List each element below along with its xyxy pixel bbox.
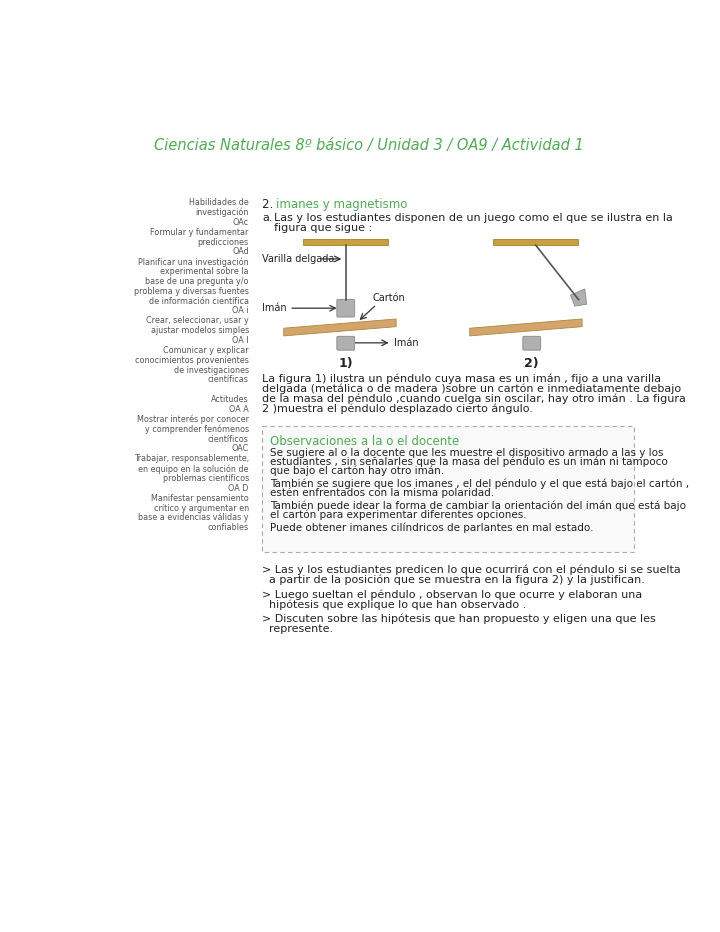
- Text: Imán: Imán: [394, 337, 418, 348]
- Text: conocimientos provenientes: conocimientos provenientes: [135, 356, 249, 364]
- Text: problema y diversas fuentes: problema y diversas fuentes: [134, 287, 249, 295]
- Text: Las y los estudiantes disponen de un juego como el que se ilustra en la: Las y los estudiantes disponen de un jue…: [274, 213, 673, 224]
- Text: experimental sobre la: experimental sobre la: [161, 267, 249, 276]
- Text: investigación: investigación: [196, 208, 249, 217]
- Text: Crear, seleccionar, usar y: Crear, seleccionar, usar y: [146, 316, 249, 325]
- FancyBboxPatch shape: [262, 426, 634, 552]
- Text: de investigaciones: de investigaciones: [174, 365, 249, 375]
- Text: de información científica: de información científica: [149, 296, 249, 306]
- Text: Comunicar y explicar: Comunicar y explicar: [163, 346, 249, 355]
- Text: La figura 1) ilustra un péndulo cuya masa es un imán , fijo a una varilla: La figura 1) ilustra un péndulo cuya mas…: [262, 374, 661, 384]
- Polygon shape: [284, 319, 396, 336]
- Text: Planificar una investigación: Planificar una investigación: [138, 257, 249, 267]
- Text: Observaciones a la o el docente: Observaciones a la o el docente: [270, 435, 459, 448]
- Text: el cartón para experimentar diferentes opciones.: el cartón para experimentar diferentes o…: [270, 510, 526, 520]
- Text: imanes y magnetismo: imanes y magnetismo: [276, 199, 408, 211]
- Text: OA i: OA i: [233, 307, 249, 316]
- FancyBboxPatch shape: [523, 336, 541, 350]
- Text: 2.: 2.: [262, 199, 281, 211]
- FancyBboxPatch shape: [337, 299, 355, 317]
- Text: predicciones: predicciones: [198, 238, 249, 246]
- Text: problemas científicos: problemas científicos: [163, 474, 249, 483]
- Text: confiables: confiables: [208, 524, 249, 532]
- Text: 2 )muestra el péndulo desplazado cierto ángulo.: 2 )muestra el péndulo desplazado cierto …: [262, 404, 533, 414]
- Text: Actitudes: Actitudes: [211, 395, 249, 404]
- Bar: [493, 239, 578, 245]
- Text: hipótesis que explique lo que han observado .: hipótesis que explique lo que han observ…: [262, 599, 526, 610]
- Text: de la masa del péndulo ,cuando cuelga sin oscilar, hay otro imán . La figura: de la masa del péndulo ,cuando cuelga si…: [262, 393, 686, 404]
- Text: base a evidencias válidas y: base a evidencias válidas y: [138, 514, 249, 523]
- Text: OA A: OA A: [229, 405, 249, 414]
- Text: científicos: científicos: [208, 434, 249, 444]
- Text: OAC: OAC: [232, 445, 249, 454]
- Text: y comprender fenómenos: y comprender fenómenos: [145, 425, 249, 434]
- Text: 1): 1): [338, 357, 353, 370]
- Text: estén enfrentados con la misma polaridad.: estén enfrentados con la misma polaridad…: [270, 487, 494, 498]
- Text: Varilla delgada: Varilla delgada: [262, 254, 334, 264]
- Text: > Luego sueltan el péndulo , observan lo que ocurre y elaboran una: > Luego sueltan el péndulo , observan lo…: [262, 589, 642, 599]
- Text: > Discuten sobre las hipótesis que han propuesto y eligen una que les: > Discuten sobre las hipótesis que han p…: [262, 614, 656, 624]
- Text: Ciencias Naturales 8º básico / Unidad 3 / OA9 / Actividad 1: Ciencias Naturales 8º básico / Unidad 3 …: [154, 138, 584, 153]
- Text: estudiantes , sin señalarles que la masa del péndulo es un imán ni tampoco: estudiantes , sin señalarles que la masa…: [270, 457, 667, 467]
- Text: que bajo el cartón hay otro imán.: que bajo el cartón hay otro imán.: [270, 466, 444, 476]
- Text: También se sugiere que los imanes , el del péndulo y el que está bajo el cartón : También se sugiere que los imanes , el d…: [270, 478, 689, 489]
- Text: crítico y argumentar en: crítico y argumentar en: [154, 503, 249, 513]
- Text: Manifestar pensamiento: Manifestar pensamiento: [151, 494, 249, 502]
- Text: Mostrar interés por conocer: Mostrar interés por conocer: [137, 415, 249, 424]
- Bar: [303, 239, 388, 245]
- Text: Formular y fundamentar: Formular y fundamentar: [150, 227, 249, 237]
- Text: > Las y los estudiantes predicen lo que ocurrirá con el péndulo si se suelta: > Las y los estudiantes predicen lo que …: [262, 565, 681, 575]
- Text: También puede idear la forma de cambiar la orientación del imán que está bajo: También puede idear la forma de cambiar …: [270, 500, 685, 511]
- Text: a.: a.: [262, 213, 273, 224]
- Text: represente.: represente.: [262, 624, 333, 634]
- Polygon shape: [469, 319, 582, 336]
- Text: Puede obtener imanes cilíndricos de parlantes en mal estado.: Puede obtener imanes cilíndricos de parl…: [270, 522, 593, 532]
- Text: base de una pregunta y/o: base de una pregunta y/o: [145, 277, 249, 286]
- Text: OAc: OAc: [233, 218, 249, 226]
- Text: delgada (metálica o de madera )sobre un cartón e inmediatamente debajo: delgada (metálica o de madera )sobre un …: [262, 384, 681, 394]
- FancyBboxPatch shape: [337, 336, 355, 350]
- Text: Se sugiere al o la docente que les muestre el dispositivo armado a las y los: Se sugiere al o la docente que les muest…: [270, 447, 663, 458]
- Text: científicas: científicas: [208, 376, 249, 385]
- Text: a partir de la posición que se muestra en la figura 2) y la justifican.: a partir de la posición que se muestra e…: [262, 574, 645, 585]
- Text: ajustar modelos simples: ajustar modelos simples: [150, 326, 249, 336]
- Text: figura que sigue :: figura que sigue :: [274, 224, 372, 234]
- Text: Habilidades de: Habilidades de: [189, 199, 249, 207]
- Polygon shape: [570, 289, 587, 306]
- Text: en equipo en la solución de: en equipo en la solución de: [138, 464, 249, 473]
- Text: OAd: OAd: [232, 247, 249, 256]
- Text: Trabajar, responsablemente,: Trabajar, responsablemente,: [134, 454, 249, 463]
- Text: 2): 2): [524, 357, 539, 370]
- Text: Cartón: Cartón: [373, 293, 405, 303]
- Text: Imán: Imán: [262, 303, 287, 313]
- Text: OA D: OA D: [228, 484, 249, 493]
- Text: OA l: OA l: [233, 336, 249, 345]
